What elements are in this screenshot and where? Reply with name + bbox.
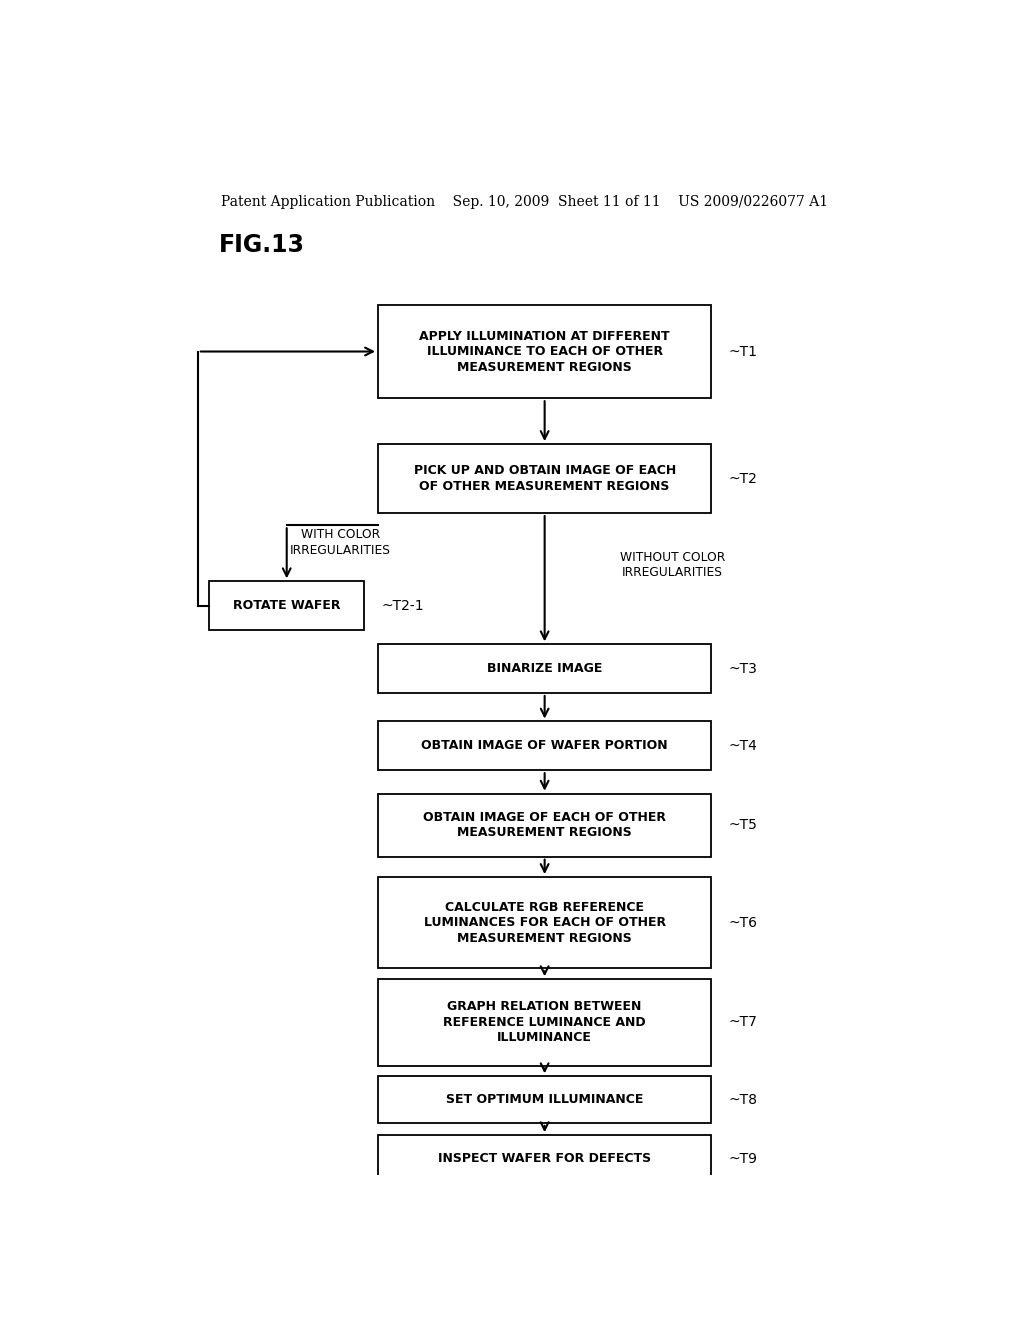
Text: WITHOUT COLOR
IRREGULARITIES: WITHOUT COLOR IRREGULARITIES bbox=[620, 550, 725, 579]
Text: APPLY ILLUMINATION AT DIFFERENT
ILLUMINANCE TO EACH OF OTHER
MEASUREMENT REGIONS: APPLY ILLUMINATION AT DIFFERENT ILLUMINA… bbox=[419, 330, 670, 374]
Text: CALCULATE RGB REFERENCE
LUMINANCES FOR EACH OF OTHER
MEASUREMENT REGIONS: CALCULATE RGB REFERENCE LUMINANCES FOR E… bbox=[424, 900, 666, 945]
Text: ~T7: ~T7 bbox=[729, 1015, 758, 1030]
Text: ~T2-1: ~T2-1 bbox=[382, 598, 424, 612]
FancyBboxPatch shape bbox=[378, 444, 712, 513]
Text: PICK UP AND OBTAIN IMAGE OF EACH
OF OTHER MEASUREMENT REGIONS: PICK UP AND OBTAIN IMAGE OF EACH OF OTHE… bbox=[414, 465, 676, 492]
Text: WITH COLOR
IRREGULARITIES: WITH COLOR IRREGULARITIES bbox=[290, 528, 391, 557]
Text: ~T8: ~T8 bbox=[729, 1093, 758, 1106]
FancyBboxPatch shape bbox=[378, 1076, 712, 1123]
FancyBboxPatch shape bbox=[378, 793, 712, 857]
Text: ~T3: ~T3 bbox=[729, 661, 758, 676]
Text: Patent Application Publication    Sep. 10, 2009  Sheet 11 of 11    US 2009/02260: Patent Application Publication Sep. 10, … bbox=[221, 195, 828, 209]
Text: ~T5: ~T5 bbox=[729, 818, 758, 832]
Text: BINARIZE IMAGE: BINARIZE IMAGE bbox=[487, 663, 602, 675]
FancyBboxPatch shape bbox=[378, 1135, 712, 1181]
Text: ~T2: ~T2 bbox=[729, 471, 758, 486]
Text: FIG.13: FIG.13 bbox=[219, 232, 305, 257]
FancyBboxPatch shape bbox=[378, 876, 712, 969]
Text: ~T9: ~T9 bbox=[729, 1151, 758, 1166]
FancyBboxPatch shape bbox=[378, 305, 712, 399]
FancyBboxPatch shape bbox=[378, 644, 712, 693]
FancyBboxPatch shape bbox=[378, 979, 712, 1065]
Text: OBTAIN IMAGE OF EACH OF OTHER
MEASUREMENT REGIONS: OBTAIN IMAGE OF EACH OF OTHER MEASUREMEN… bbox=[423, 810, 667, 840]
Text: INSPECT WAFER FOR DEFECTS: INSPECT WAFER FOR DEFECTS bbox=[438, 1152, 651, 1166]
Text: GRAPH RELATION BETWEEN
REFERENCE LUMINANCE AND
ILLUMINANCE: GRAPH RELATION BETWEEN REFERENCE LUMINAN… bbox=[443, 1001, 646, 1044]
FancyBboxPatch shape bbox=[209, 581, 365, 630]
Text: ~T6: ~T6 bbox=[729, 916, 758, 929]
Text: OBTAIN IMAGE OF WAFER PORTION: OBTAIN IMAGE OF WAFER PORTION bbox=[421, 739, 668, 752]
Text: ~T1: ~T1 bbox=[729, 345, 758, 359]
FancyBboxPatch shape bbox=[378, 722, 712, 771]
Text: ~T4: ~T4 bbox=[729, 739, 758, 752]
Text: SET OPTIMUM ILLUMINANCE: SET OPTIMUM ILLUMINANCE bbox=[446, 1093, 643, 1106]
Text: ROTATE WAFER: ROTATE WAFER bbox=[233, 599, 340, 612]
